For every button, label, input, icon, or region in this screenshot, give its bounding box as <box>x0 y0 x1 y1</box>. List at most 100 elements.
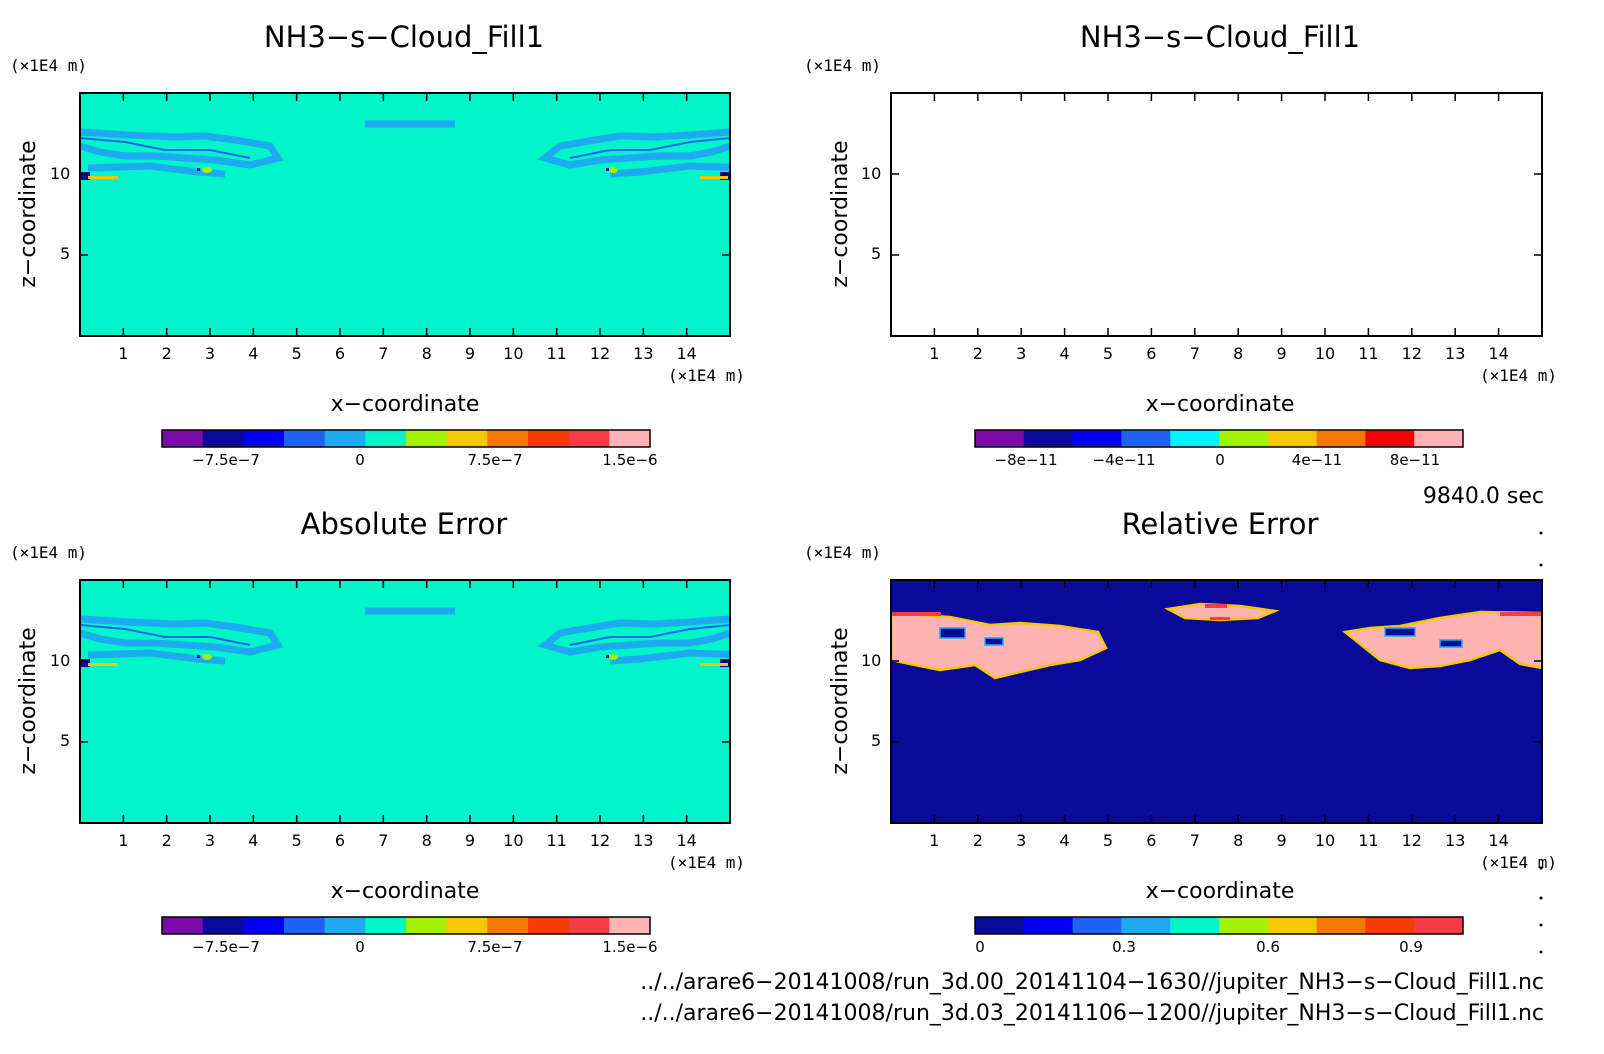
y-axis-label: z−coordinate <box>16 627 41 774</box>
x-tick-label: 10 <box>503 831 523 850</box>
y-unit-label: (×1E4 m) <box>10 543 87 562</box>
colorbar-swatch <box>243 917 285 934</box>
x-tick-label: 1 <box>929 344 939 363</box>
x-tick-label: 2 <box>973 831 983 850</box>
colorbar-label: 1.5e−6 <box>602 938 657 956</box>
colorbar-label: −7.5e−7 <box>192 938 260 956</box>
colorbar-swatch <box>1072 917 1122 934</box>
colorbar-label: 0 <box>975 938 985 956</box>
panel-top-right: NH3−s−Cloud_Fill1 (×1E4 m) 1 2 3 4 5 6 7 8 9 10 11… <box>804 20 1557 469</box>
colorbar-swatch <box>1267 917 1318 934</box>
x-tick-label: 9 <box>465 344 475 363</box>
colorbar-swatch <box>324 917 366 934</box>
y-unit-label: (×1E4 m) <box>804 543 881 562</box>
x-tick-label: 1 <box>118 831 128 850</box>
colorbar-swatch <box>528 430 570 447</box>
x-unit-label: (×1E4 m) <box>668 853 745 872</box>
x-tick-label: 3 <box>205 344 215 363</box>
colorbar <box>161 916 651 935</box>
colorbar-swatch <box>1121 917 1171 934</box>
file-path-1: ../../arare6−20141008/run_3d.00_20141104… <box>640 970 1544 995</box>
x-tick-label: 7 <box>1190 344 1200 363</box>
colorbar-label: 0.9 <box>1399 938 1423 956</box>
colorbar-label: −4e−11 <box>1093 451 1156 469</box>
x-tick-label: 13 <box>1445 344 1465 363</box>
colorbar-swatch <box>406 917 448 934</box>
colorbar-label: 8e−11 <box>1390 451 1440 469</box>
y-unit-label: (×1E4 m) <box>804 56 881 75</box>
x-tick-label: 5 <box>1103 831 1113 850</box>
x-tick-label: 11 <box>1358 831 1378 850</box>
colorbar-swatch <box>1170 917 1220 934</box>
colorbar-label: −7.5e−7 <box>192 451 260 469</box>
x-tick-label: 11 <box>1358 344 1378 363</box>
colorbar-label: 0.3 <box>1112 938 1136 956</box>
x-tick-label: 12 <box>590 344 610 363</box>
colorbar-swatch <box>528 917 570 934</box>
x-tick-label: 5 <box>292 831 302 850</box>
x-tick-label: 3 <box>1016 344 1026 363</box>
x-tick-label: 10 <box>503 344 523 363</box>
x-tick-label: 5 <box>292 344 302 363</box>
x-tick-label: 1 <box>929 831 939 850</box>
colorbar-swatch <box>609 430 651 447</box>
y-tick-label: 5 <box>60 731 70 750</box>
x-tick-label: 9 <box>465 831 475 850</box>
x-unit-label: (×1E4 m) <box>1480 366 1557 385</box>
x-tick-label: 10 <box>1315 831 1335 850</box>
panel-top-left: NH3−s−Cloud_Fill1 (×1E4 m) <box>10 20 745 469</box>
axis-ticks: 1 2 3 4 5 6 7 8 9 10 11 12 13 14 <box>891 580 1542 850</box>
x-tick-label: 14 <box>1488 344 1508 363</box>
colorbar-frame <box>974 429 1464 448</box>
colorbar-swatch <box>162 917 204 934</box>
colorbar-swatch <box>1365 917 1415 934</box>
y-tick-label: 5 <box>871 244 881 263</box>
x-tick-label: 4 <box>1060 344 1070 363</box>
time-label: 9840.0 sec <box>1423 484 1544 509</box>
colorbar-label: 0 <box>355 451 365 469</box>
colorbar-swatch <box>1023 430 1074 447</box>
x-tick-label: 7 <box>378 344 388 363</box>
x-tick-label: 8 <box>1233 831 1243 850</box>
x-tick-label: 2 <box>162 831 172 850</box>
x-tick-label: 14 <box>1488 831 1508 850</box>
axis-ticks: 1 2 3 4 5 6 7 8 9 10 11 12 13 14 <box>80 93 730 363</box>
x-tick-label: 1 <box>118 344 128 363</box>
x-unit-label: (×1E4 m) <box>668 366 745 385</box>
y-tick-label: 5 <box>871 731 881 750</box>
x-tick-label: 5 <box>1103 344 1113 363</box>
colorbar-swatch <box>1121 430 1171 447</box>
x-tick-label: 2 <box>973 344 983 363</box>
panel-title: Relative Error <box>1122 507 1319 541</box>
x-tick-label: 4 <box>1060 831 1070 850</box>
x-tick-label: 13 <box>633 344 653 363</box>
y-tick-label: 10 <box>861 164 881 183</box>
colorbar-swatch <box>1365 430 1415 447</box>
colorbar-swatch <box>568 430 610 447</box>
y-unit-label: (×1E4 m) <box>10 56 87 75</box>
colorbar <box>974 429 1464 448</box>
colorbar-swatch <box>284 917 326 934</box>
x-tick-label: 8 <box>422 831 432 850</box>
colorbar-frame <box>161 429 651 448</box>
x-tick-label: 11 <box>546 344 566 363</box>
y-tick-label: 10 <box>50 651 70 670</box>
x-tick-label: 7 <box>378 831 388 850</box>
colorbar-label: 0 <box>355 938 365 956</box>
colorbar-swatch <box>1219 917 1269 934</box>
colorbar-swatch <box>1267 430 1318 447</box>
colorbar-label: 1.5e−6 <box>602 451 657 469</box>
x-tick-label: 13 <box>1445 831 1465 850</box>
colorbar <box>974 916 1464 935</box>
x-tick-label: 7 <box>1190 831 1200 850</box>
x-tick-label: 11 <box>546 831 566 850</box>
edge-markers <box>1539 531 1543 954</box>
colorbar-swatch <box>406 430 448 447</box>
colorbar-frame <box>974 916 1464 935</box>
colorbar-swatch <box>975 430 1025 447</box>
heatmap-field <box>80 580 730 823</box>
y-axis-label: z−coordinate <box>828 140 853 287</box>
y-axis-label: z−coordinate <box>16 140 41 287</box>
x-tick-label: 6 <box>1146 344 1156 363</box>
colorbar-swatch <box>365 430 407 447</box>
